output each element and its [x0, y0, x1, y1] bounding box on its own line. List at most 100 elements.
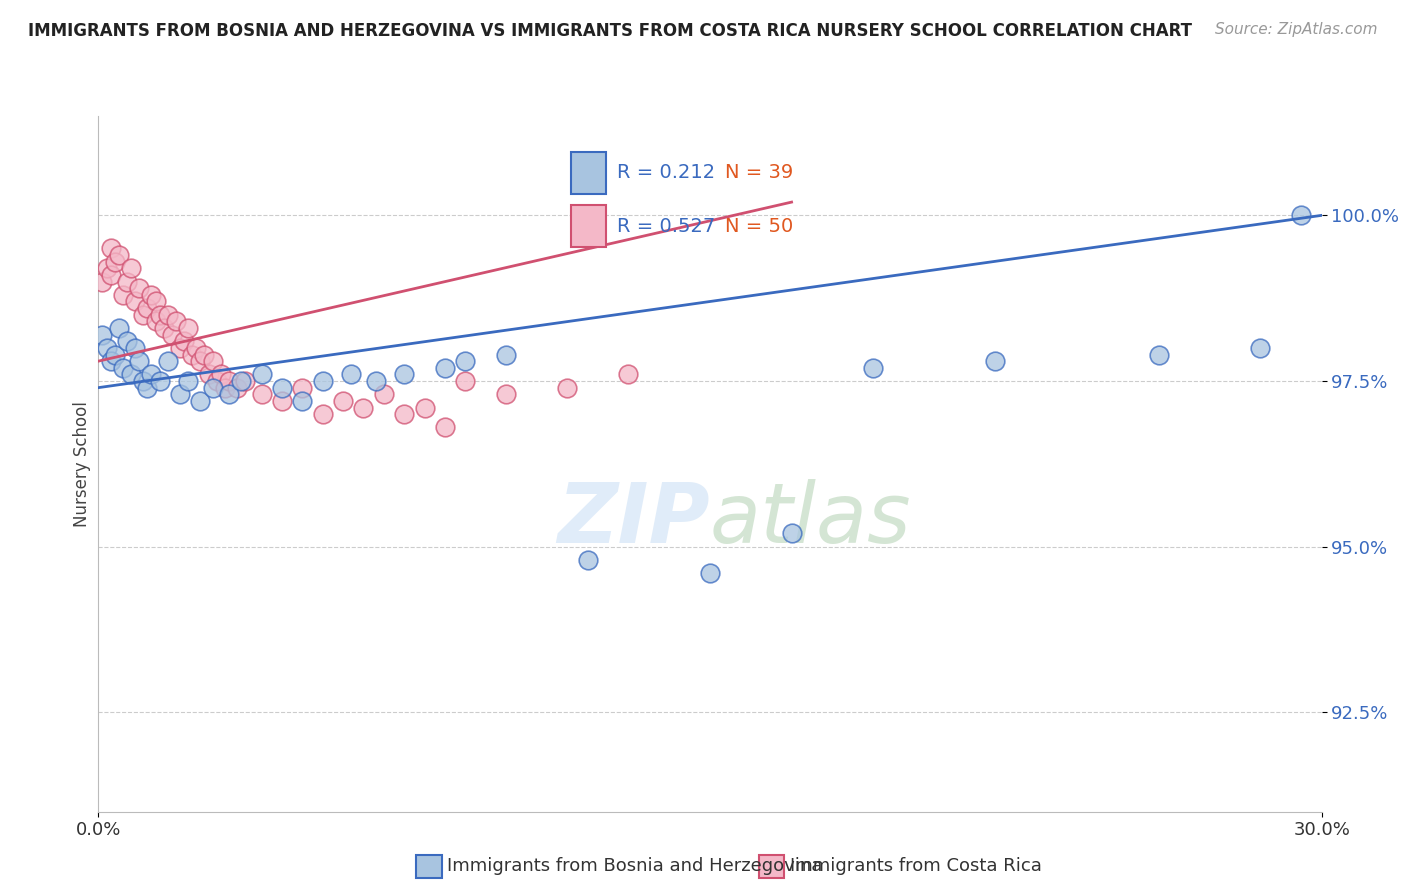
Point [1291, 208, 1313, 222]
Point [250, 387, 273, 401]
Point [193, 347, 215, 361]
Point [188, 393, 212, 408]
Point [136, 301, 159, 315]
Point [149, 308, 172, 322]
Point [555, 381, 579, 395]
Point [136, 381, 159, 395]
Text: N = 50: N = 50 [724, 217, 793, 235]
Point [231, 374, 253, 388]
Point [780, 526, 803, 541]
Point [100, 242, 122, 256]
Point [181, 347, 204, 361]
Point [124, 294, 146, 309]
Point [145, 294, 167, 309]
Point [291, 393, 314, 408]
Point [188, 354, 212, 368]
Point [291, 381, 314, 395]
Point [340, 368, 363, 382]
Point [209, 368, 232, 382]
Point [111, 288, 134, 302]
Point [218, 374, 240, 388]
Text: R = 0.212: R = 0.212 [617, 163, 716, 182]
Point [433, 420, 456, 434]
Point [218, 387, 240, 401]
Point [270, 381, 294, 395]
Point [270, 393, 294, 408]
Point [152, 321, 174, 335]
Point [413, 401, 436, 415]
Point [96, 341, 118, 355]
Point [177, 374, 200, 388]
Text: atlas: atlas [710, 479, 911, 560]
Point [160, 327, 183, 342]
Text: Immigrants from Bosnia and Herzegovina: Immigrants from Bosnia and Herzegovina [447, 857, 823, 875]
Point [145, 314, 167, 328]
Point [454, 354, 477, 368]
Point [169, 341, 191, 355]
Point [100, 354, 122, 368]
Point [392, 368, 416, 382]
Point [226, 381, 249, 395]
Point [495, 387, 517, 401]
Text: Immigrants from Costa Rica: Immigrants from Costa Rica [790, 857, 1042, 875]
Text: IMMIGRANTS FROM BOSNIA AND HERZEGOVINA VS IMMIGRANTS FROM COSTA RICA NURSERY SCH: IMMIGRANTS FROM BOSNIA AND HERZEGOVINA V… [28, 22, 1192, 40]
Point [124, 341, 146, 355]
Point [173, 334, 195, 349]
Point [104, 347, 127, 361]
Text: N = 39: N = 39 [724, 163, 793, 182]
Point [312, 407, 335, 421]
Point [373, 387, 395, 401]
Point [233, 374, 256, 388]
Point [205, 374, 228, 388]
Point [201, 354, 224, 368]
Point [699, 566, 721, 581]
Point [149, 374, 172, 388]
Point [96, 261, 118, 276]
Point [108, 248, 131, 262]
Point [156, 354, 179, 368]
Bar [571, 152, 606, 194]
Point [364, 374, 387, 388]
Point [617, 368, 640, 382]
Point [115, 275, 138, 289]
Point [128, 281, 150, 295]
Point [214, 381, 236, 395]
Point [108, 321, 131, 335]
Point [120, 368, 142, 382]
Point [201, 381, 224, 395]
Point [186, 341, 208, 355]
Point [177, 321, 200, 335]
Point [156, 308, 179, 322]
Text: Source: ZipAtlas.com: Source: ZipAtlas.com [1215, 22, 1378, 37]
Point [392, 407, 416, 421]
Point [1147, 347, 1170, 361]
Point [91, 275, 114, 289]
Point [115, 334, 138, 349]
Y-axis label: Nursery School: Nursery School [73, 401, 91, 527]
Text: R = 0.527: R = 0.527 [617, 217, 716, 235]
Point [197, 368, 219, 382]
Point [141, 288, 163, 302]
Point [169, 387, 191, 401]
Bar [571, 205, 606, 247]
Text: ZIP: ZIP [557, 479, 710, 560]
Point [165, 314, 187, 328]
Point [454, 374, 477, 388]
Point [120, 261, 142, 276]
Point [862, 360, 884, 375]
Point [91, 327, 114, 342]
Point [332, 393, 354, 408]
Point [1249, 341, 1271, 355]
Point [100, 268, 122, 282]
Point [984, 354, 1007, 368]
Point [495, 347, 517, 361]
Point [111, 360, 134, 375]
Point [128, 354, 150, 368]
Point [352, 401, 374, 415]
Point [132, 374, 155, 388]
Point [312, 374, 335, 388]
Point [576, 553, 599, 567]
Point [433, 360, 456, 375]
Point [250, 368, 273, 382]
Point [104, 254, 127, 268]
